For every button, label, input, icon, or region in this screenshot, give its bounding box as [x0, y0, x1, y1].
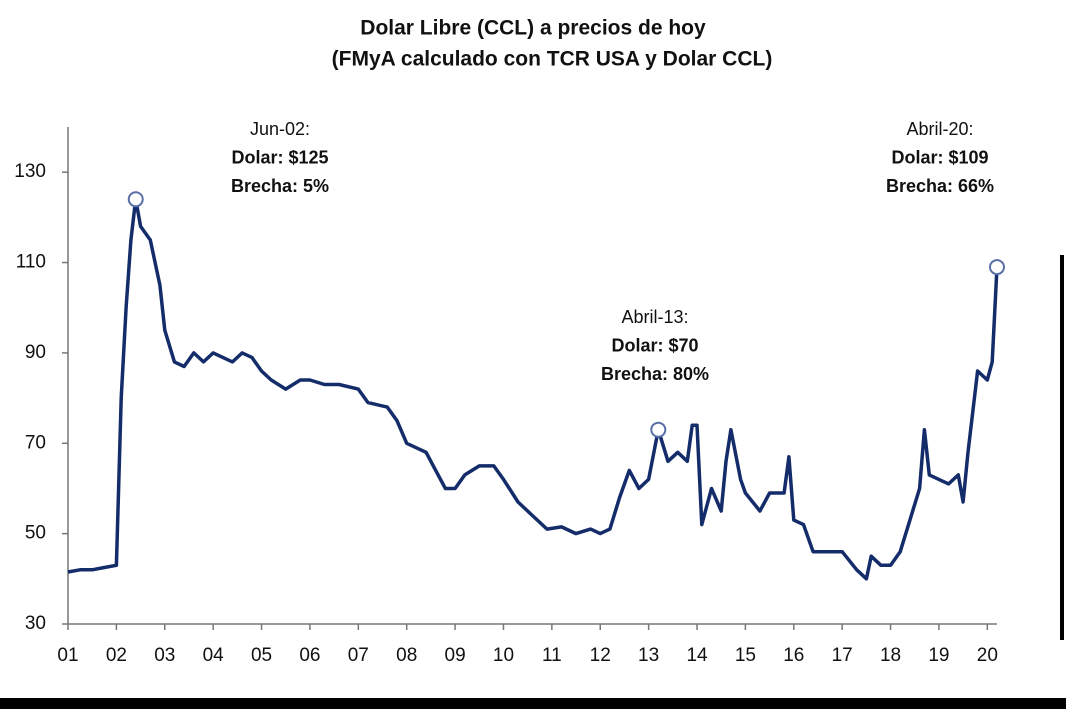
- annotation-text: Dolar: $125: [231, 147, 328, 167]
- annotation-text: Jun-02:: [250, 119, 310, 139]
- x-tick-label: 01: [57, 645, 78, 666]
- annotation-text: Brecha: 80%: [601, 364, 709, 384]
- x-tick-label: 19: [928, 645, 949, 666]
- x-tick-label: 20: [977, 645, 998, 666]
- annotation-text: Abril-20:: [906, 119, 973, 139]
- x-tick-label: 06: [299, 645, 320, 666]
- x-tick-label: 12: [590, 645, 611, 666]
- bottom-bar: [0, 698, 1066, 709]
- x-tick-label: 11: [542, 645, 562, 666]
- annotation-marker: [650, 421, 667, 438]
- annotation-text: Brecha: 66%: [886, 176, 994, 196]
- annotation-text: Dolar: $109: [891, 147, 988, 167]
- x-tick-label: 13: [638, 645, 659, 666]
- y-tick-label: 70: [25, 432, 46, 453]
- annotation-marker: [989, 259, 1005, 276]
- y-tick-label: 110: [16, 252, 46, 273]
- y-tick-label: 30: [25, 613, 46, 634]
- x-tick-label: 05: [251, 645, 272, 666]
- x-tick-label: 09: [445, 645, 466, 666]
- chart-title: Dolar Libre (CCL) a precios de hoy: [360, 17, 706, 40]
- annotation-text: Dolar: $70: [611, 335, 698, 355]
- y-tick-label: 90: [25, 342, 46, 363]
- y-tick-label: 130: [14, 161, 46, 182]
- x-tick-label: 10: [493, 645, 514, 666]
- y-tick-label: 50: [25, 523, 46, 544]
- x-tick-label: 15: [735, 645, 756, 666]
- x-tick-label: 14: [686, 645, 708, 666]
- x-tick-label: 04: [203, 645, 225, 666]
- annotation-marker: [127, 191, 144, 208]
- x-tick-label: 02: [106, 645, 127, 666]
- x-tick-label: 08: [396, 645, 417, 666]
- x-tick-label: 18: [880, 645, 901, 666]
- x-tick-label: 16: [783, 645, 804, 666]
- annotation-text: Abril-13:: [621, 307, 688, 327]
- x-tick-label: 03: [154, 645, 175, 666]
- chart-subtitle: (FMyA calculado con TCR USA y Dolar CCL): [332, 48, 773, 71]
- edge-line: [1060, 255, 1064, 640]
- annotation-text: Brecha: 5%: [231, 176, 329, 196]
- x-tick-label: 07: [348, 645, 369, 666]
- x-tick-label: 17: [832, 645, 853, 666]
- series-line: [67, 197, 999, 581]
